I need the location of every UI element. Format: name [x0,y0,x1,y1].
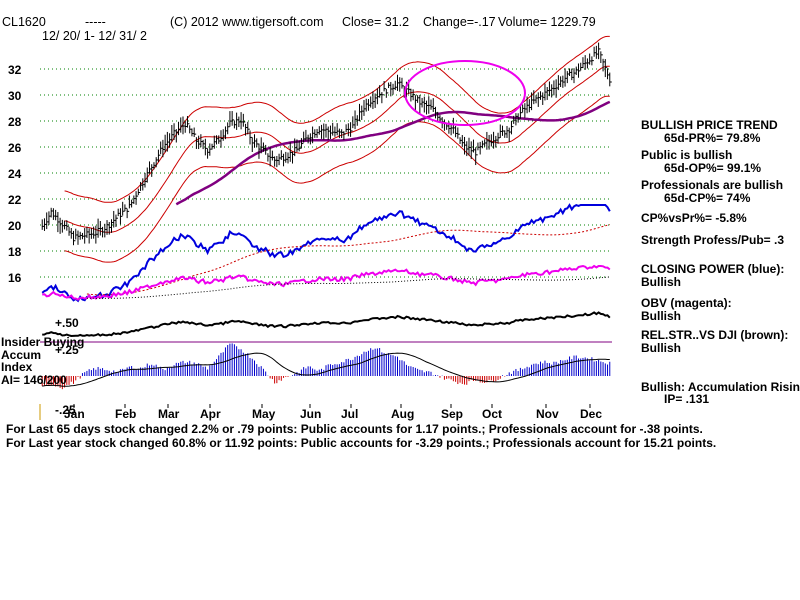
y-tick-label: 32 [8,63,22,77]
y-tick-label: 28 [8,115,22,129]
x-tick-label: Jun [300,407,321,421]
price-axis-ticks: 32 30 28 26 24 22 20 18 16 [8,63,22,285]
symbol-label: CL1620 [2,15,46,29]
obv-path [42,264,611,301]
y-tick-label: 26 [8,141,22,155]
accum-tick-mid: +.25 [55,343,79,357]
y-tick-label: 16 [8,271,22,285]
strength-ratio: Strength Profess/Pub= .3 [641,233,785,247]
pros-bullish: Professionals are bullish [641,178,784,192]
op-value: 65d-OP%= 99.1% [664,161,762,175]
closing-power-path [41,203,611,303]
obv-title: OBV (magenta): [641,296,732,310]
obv-ma [86,276,610,299]
x-tick-label: Apr [200,407,221,421]
y-tick-label: 18 [8,245,22,259]
month-axis: Jan Feb Mar Apr May Jun Jul Aug Sep Oct Nov Dec [64,404,602,421]
insider-label: Insider Buying [1,335,84,349]
ip-value: IP= .131 [664,392,710,406]
closing-power-ma [86,224,610,296]
relstr-title: REL.STR..VS DJI (brown): [641,328,789,342]
symbol-dashes: ----- [85,15,106,29]
price-bars [41,42,612,246]
copyright-label: (C) 2012 www.tigersoft.com [170,15,324,29]
x-tick-label: Jan [64,407,85,421]
accum-label: Accum [1,348,41,362]
lower-band [64,95,610,263]
middle-band [64,65,610,233]
x-tick-label: Dec [580,407,602,421]
cp-vs-pr: CP%vsPr%= -5.8% [641,211,747,225]
x-tick-label: Mar [158,407,180,421]
closing-power-line [41,203,611,303]
footer-year: For Last year stock changed 60.8% or 11.… [6,436,717,450]
x-tick-label: Sep [441,407,463,421]
accum-ma-path [42,352,610,387]
close-label: Close= 31.2 [342,15,409,29]
obv-value: Bullish [641,309,682,323]
volume-label: Volume= 1229.79 [498,15,596,29]
relstr-path [42,311,611,338]
obv-line [42,264,611,301]
trend-title: BULLISH PRICE TREND [641,118,778,132]
trading-bands [64,35,611,263]
x-tick-label: Aug [391,407,414,421]
closing-power-title: CLOSING POWER (blue): [641,262,785,276]
footer-65day: For Last 65 days stock changed 2.2% or .… [6,422,703,436]
y-tick-label: 22 [8,193,22,207]
top-highlight-ellipse [404,60,526,126]
x-tick-label: May [252,407,276,421]
public-bullish: Public is bullish [641,148,733,162]
ai-value: AI= 146/200 [1,373,67,387]
y-tick-label: 30 [8,89,22,103]
x-tick-label: Jul [341,407,358,421]
relstr-value: Bullish [641,341,682,355]
date-range: 12/ 20/ 1- 12/ 31/ 2 [42,29,147,43]
change-label: Change=-.17 [423,15,496,29]
accum-tick-low: -.25 [55,403,76,417]
y-tick-label: 24 [8,167,22,181]
cp-value: 65d-CP%= 74% [664,191,751,205]
pr-value: 65d-PR%= 79.8% [664,131,761,145]
accum-title: Bullish: Accumulation Rising [641,380,800,394]
accumulation-histogram [41,343,611,390]
closing-power-value: Bullish [641,275,682,289]
x-tick-label: Oct [482,407,502,421]
x-tick-label: Feb [115,407,136,421]
x-tick-label: Nov [536,407,559,421]
relative-strength-line [42,311,611,338]
accum-tick-top: +.50 [55,316,79,330]
accumulation-ma [42,352,610,387]
ma-65-line [175,100,611,206]
index-label: Index [1,360,33,374]
y-tick-label: 20 [8,219,22,233]
